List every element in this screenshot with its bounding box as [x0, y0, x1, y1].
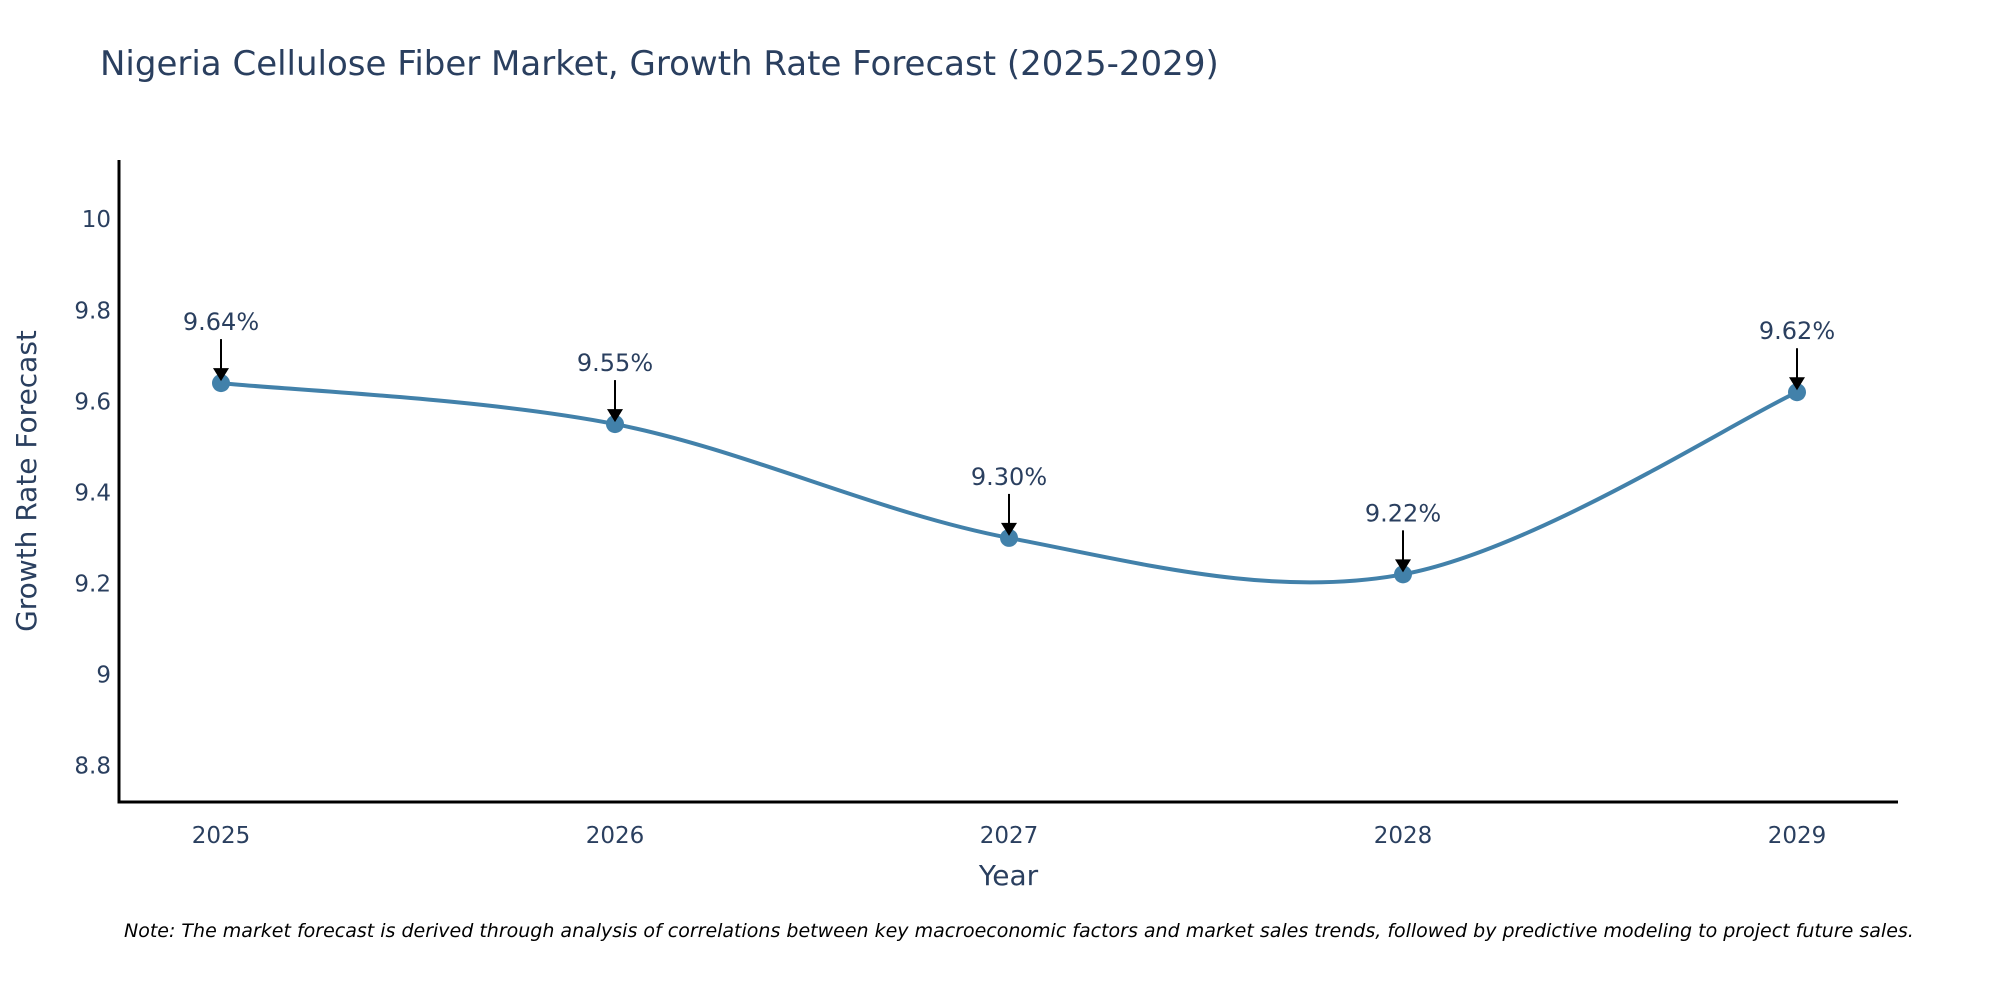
x-tick-label: 2028 — [1374, 823, 1433, 849]
x-tick-label: 2025 — [192, 823, 251, 849]
data-label: 9.22% — [1365, 499, 1441, 527]
annotation-arrow-head — [607, 409, 623, 423]
data-label: 9.30% — [971, 463, 1047, 491]
data-point — [1000, 528, 1018, 547]
x-axis-title: Year — [978, 859, 1039, 892]
annotation-arrow-head — [213, 368, 229, 382]
data-point — [606, 415, 624, 434]
x-tick-label: 2026 — [586, 823, 645, 849]
y-tick-label: 10 — [82, 207, 111, 233]
y-tick-label: 9.2 — [74, 571, 111, 597]
data-annotations: 9.64% 9.55% 9.30% 9.22% 9.62% — [183, 308, 1835, 573]
annotation-arrow-head — [1395, 559, 1411, 573]
y-axis-ticks: 8.8 9 9.2 9.4 9.6 9.8 10 — [74, 207, 111, 779]
x-axis-ticks: 2025 2026 2027 2028 2029 — [192, 823, 1827, 849]
y-tick-label: 9.8 — [74, 298, 111, 324]
y-tick-label: 9 — [96, 663, 111, 689]
y-axis-title: Growth Rate Forecast — [10, 330, 43, 632]
x-tick-label: 2027 — [980, 823, 1039, 849]
annotation-arrow-head — [1001, 522, 1017, 536]
x-tick-label: 2029 — [1768, 823, 1827, 849]
data-label: 9.55% — [577, 349, 653, 377]
chart-title: Nigeria Cellulose Fiber Market, Growth R… — [100, 44, 1219, 84]
series-markers — [212, 374, 1806, 584]
data-label: 9.62% — [1759, 317, 1835, 345]
data-point — [1788, 383, 1806, 402]
annotation-arrow-head — [1789, 377, 1805, 391]
y-tick-label: 9.4 — [74, 480, 111, 506]
data-point — [1394, 565, 1412, 584]
footnote: Note: The market forecast is derived thr… — [124, 920, 1914, 942]
y-tick-label: 8.8 — [74, 754, 111, 780]
data-label: 9.64% — [183, 308, 259, 336]
y-tick-label: 9.6 — [74, 389, 111, 415]
data-point — [212, 374, 230, 393]
